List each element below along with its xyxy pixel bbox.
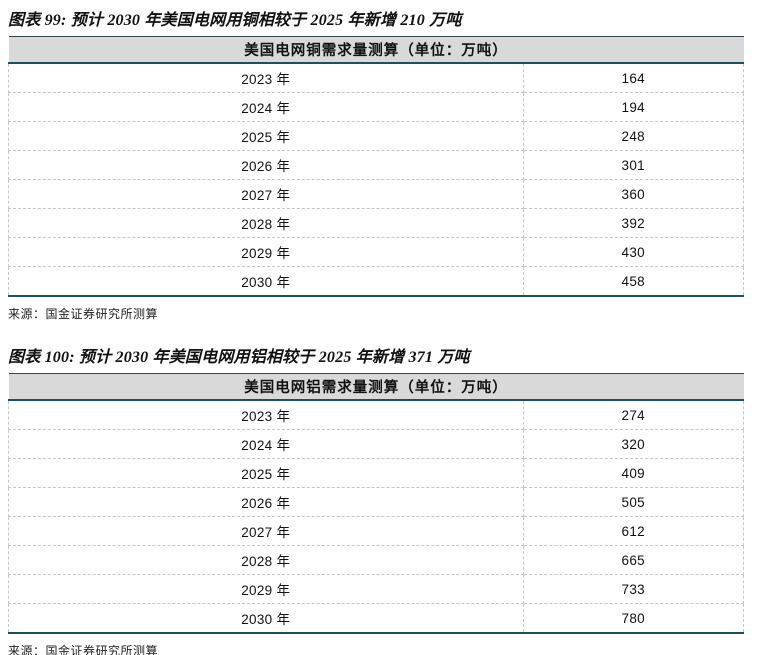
figure-99-title: 图表 99: 预计 2030 年美国电网用铜相较于 2025 年新增 210 万…	[8, 12, 462, 29]
value-cell: 301	[522, 150, 744, 180]
year-cell: 2027 年	[8, 516, 524, 546]
year-cell: 2028 年	[8, 545, 524, 575]
table-header-row: 美国电网铜需求量测算（单位：万吨）	[8, 36, 744, 64]
value-cell: 665	[522, 545, 744, 575]
year-cell: 2025 年	[8, 121, 524, 151]
value-cell: 733	[522, 574, 744, 604]
value-cell: 392	[522, 208, 744, 238]
value-cell: 360	[522, 179, 744, 209]
table-row: 2023 年 164	[8, 62, 744, 93]
year-cell: 2023 年	[8, 399, 524, 430]
value-cell: 248	[522, 121, 744, 151]
table-row: 2028 年 665	[8, 545, 744, 575]
table-row: 2030 年 780	[8, 603, 744, 634]
year-cell: 2026 年	[8, 150, 524, 180]
table-row: 2030 年 458	[8, 266, 744, 297]
figure-100-source: 来源：国金证券研究所测算	[8, 644, 159, 655]
table-row: 2023 年 274	[8, 399, 744, 430]
figure-99-source: 来源：国金证券研究所测算	[8, 307, 159, 321]
year-cell: 2029 年	[8, 237, 524, 267]
value-cell: 274	[522, 399, 744, 430]
table-row: 2029 年 733	[8, 574, 744, 604]
copper-table-caption: 美国电网铜需求量测算（单位：万吨）	[8, 36, 744, 64]
table-header-row: 美国电网铝需求量测算（单位：万吨）	[8, 373, 744, 401]
value-cell: 430	[522, 237, 744, 267]
aluminum-table-caption: 美国电网铝需求量测算（单位：万吨）	[8, 373, 744, 401]
table-row: 2027 年 612	[8, 516, 744, 546]
table-row: 2029 年 430	[8, 237, 744, 267]
year-cell: 2023 年	[8, 62, 524, 93]
year-cell: 2030 年	[8, 266, 524, 297]
table-row: 2025 年 248	[8, 121, 744, 151]
year-cell: 2024 年	[8, 429, 524, 459]
value-cell: 780	[522, 603, 744, 634]
year-cell: 2030 年	[8, 603, 524, 634]
value-cell: 458	[522, 266, 744, 297]
value-cell: 320	[522, 429, 744, 459]
year-cell: 2029 年	[8, 574, 524, 604]
table-row: 2028 年 392	[8, 208, 744, 238]
value-cell: 612	[522, 516, 744, 546]
year-cell: 2027 年	[8, 179, 524, 209]
year-cell: 2028 年	[8, 208, 524, 238]
value-cell: 505	[522, 487, 744, 517]
value-cell: 194	[522, 92, 744, 122]
year-cell: 2026 年	[8, 487, 524, 517]
copper-demand-table: 美国电网铜需求量测算（单位：万吨） 2023 年 164 2024 年 194 …	[8, 36, 744, 297]
value-cell: 409	[522, 458, 744, 488]
table-row: 2026 年 301	[8, 150, 744, 180]
year-cell: 2024 年	[8, 92, 524, 122]
table-row: 2024 年 194	[8, 92, 744, 122]
table-row: 2025 年 409	[8, 458, 744, 488]
figure-100-title: 图表 100: 预计 2030 年美国电网用铝相较于 2025 年新增 371 …	[8, 349, 470, 366]
value-cell: 164	[522, 62, 744, 93]
aluminum-demand-table: 美国电网铝需求量测算（单位：万吨） 2023 年 274 2024 年 320 …	[8, 373, 744, 634]
table-row: 2026 年 505	[8, 487, 744, 517]
table-row: 2024 年 320	[8, 429, 744, 459]
year-cell: 2025 年	[8, 458, 524, 488]
table-row: 2027 年 360	[8, 179, 744, 209]
